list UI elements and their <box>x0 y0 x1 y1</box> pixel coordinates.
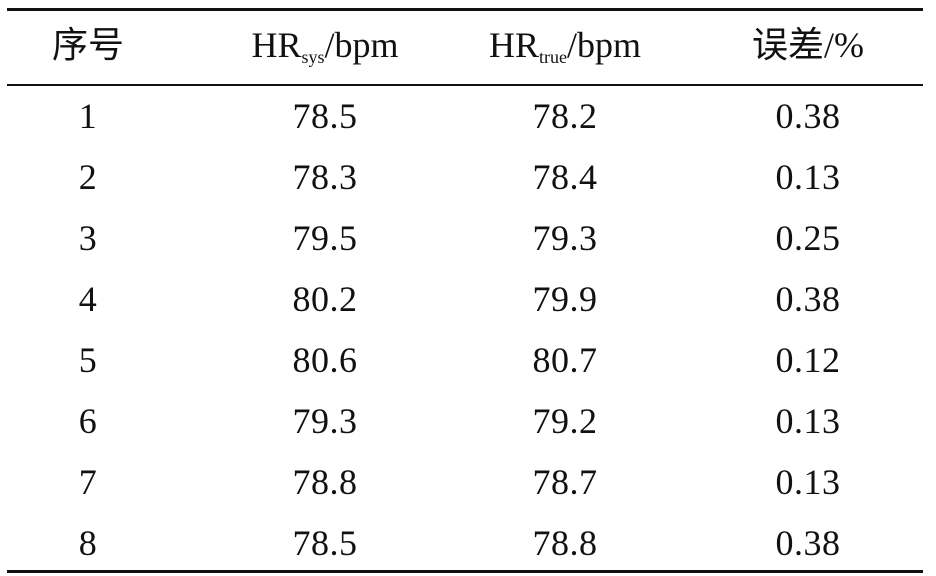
table-cell: 0.38 <box>775 279 841 319</box>
bottom-rule <box>7 570 923 573</box>
table-cell: 80.7 <box>532 340 598 380</box>
table-cell: 80.2 <box>292 279 358 319</box>
header-unit: /bpm <box>566 25 641 65</box>
table-cell: 0.13 <box>775 462 841 502</box>
header-cell: 误差/% <box>688 25 928 65</box>
table-cell: 78.3 <box>292 157 358 197</box>
header-main: HR <box>488 25 539 65</box>
table-cell: 78.5 <box>292 96 358 136</box>
table-cell: 79.2 <box>532 401 598 441</box>
table-cell: 4 <box>78 279 98 319</box>
table-cell: 6 <box>78 401 98 441</box>
table-cell: 1 <box>78 96 98 136</box>
table-cell: 78.4 <box>532 157 598 197</box>
table-cell: 2 <box>78 157 98 197</box>
table-cell: 0.38 <box>775 96 841 136</box>
table-cell: 0.25 <box>775 218 841 258</box>
table-cell: 0.13 <box>775 401 841 441</box>
table-cell: 7 <box>78 462 98 502</box>
header-sub: sys <box>301 47 325 67</box>
header-sub: true <box>539 47 567 67</box>
header-main: HR <box>251 25 302 65</box>
header-text: 误差/% <box>752 25 864 65</box>
top-rule <box>7 8 923 11</box>
header-cell: HRsys/bpm <box>205 25 445 67</box>
header-text: 序号 <box>51 25 124 65</box>
table-cell: 80.6 <box>292 340 358 380</box>
table-cell: 0.12 <box>775 340 841 380</box>
header-cell: HRtrue/bpm <box>445 25 685 67</box>
table-cell: 79.3 <box>532 218 598 258</box>
table-cell: 0.38 <box>775 523 841 563</box>
table-cell: 79.5 <box>292 218 358 258</box>
table-cell: 78.2 <box>532 96 598 136</box>
header-rule <box>7 84 923 86</box>
table-cell: 78.5 <box>292 523 358 563</box>
table-cell: 0.13 <box>775 157 841 197</box>
table-cell: 79.3 <box>292 401 358 441</box>
table-cell: 3 <box>78 218 98 258</box>
header-cell: 序号 <box>0 25 208 65</box>
table-cell: 5 <box>78 340 98 380</box>
table-cell: 78.8 <box>532 523 598 563</box>
table-cell: 78.7 <box>532 462 598 502</box>
table-cell: 79.9 <box>532 279 598 319</box>
header-unit: /bpm <box>324 25 399 65</box>
table-cell: 8 <box>78 523 98 563</box>
table-cell: 78.8 <box>292 462 358 502</box>
